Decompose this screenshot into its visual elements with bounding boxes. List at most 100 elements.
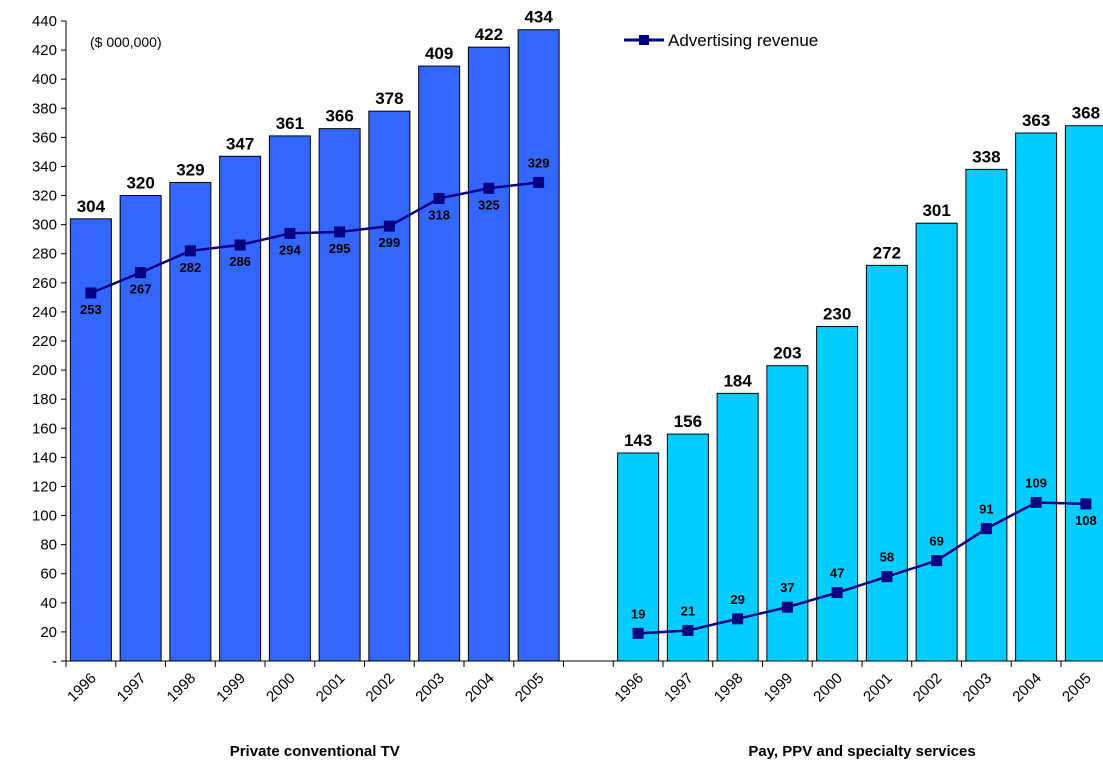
bar xyxy=(219,155,262,662)
x-tick-label: 1997 xyxy=(661,670,697,706)
line-value-label: 19 xyxy=(631,606,645,621)
bar-value-label: 361 xyxy=(276,114,304,133)
bar xyxy=(865,264,908,662)
bar-value-label: 230 xyxy=(823,304,851,323)
y-tick-label: 260 xyxy=(32,275,57,292)
bar xyxy=(666,433,709,662)
x-tick-label: 1996 xyxy=(64,670,100,706)
x-tick-label: 2003 xyxy=(960,670,996,706)
line-point xyxy=(433,192,445,204)
line-value-label: 21 xyxy=(681,603,695,618)
bar-value-label: 272 xyxy=(873,243,901,262)
y-tick-label: 60 xyxy=(40,566,57,583)
legend-label: Advertising revenue xyxy=(668,31,818,50)
bar xyxy=(368,110,411,662)
line-value-label: 267 xyxy=(130,282,152,297)
x-tick-label: 2000 xyxy=(263,670,299,706)
line-point xyxy=(632,627,644,639)
unit-note: ($ 000,000) xyxy=(90,34,162,50)
x-tick-label: 1999 xyxy=(761,670,797,706)
bar-value-label: 203 xyxy=(773,344,801,363)
x-tick-label: 2002 xyxy=(363,670,399,706)
x-tick-label: 1998 xyxy=(711,670,747,706)
x-tick-label: 1998 xyxy=(164,670,200,706)
bar-value-label: 304 xyxy=(77,197,106,216)
bar xyxy=(1064,125,1103,662)
y-tick-label: 160 xyxy=(32,420,57,437)
bar xyxy=(766,365,809,662)
y-tick-label: 380 xyxy=(32,100,57,117)
line-point xyxy=(135,267,147,279)
bar xyxy=(517,29,560,662)
bar-value-label: 329 xyxy=(176,160,204,179)
y-tick-label: 140 xyxy=(32,449,57,466)
data-labels: 304 320 329 347 361 366 378 409 422 434 253 267 282 2… xyxy=(77,8,1100,622)
line-point xyxy=(980,523,992,535)
bar-value-label: 422 xyxy=(475,25,503,44)
line-point xyxy=(781,601,793,613)
line-value-label: 329 xyxy=(528,155,550,170)
legend: Advertising revenue xyxy=(624,31,818,50)
line-value-label: 253 xyxy=(80,302,102,317)
bar-value-label: 347 xyxy=(226,134,254,153)
advertising-revenue-lines xyxy=(85,176,1092,639)
y-tick-label: 220 xyxy=(32,333,57,350)
bar-value-label: 378 xyxy=(375,89,403,108)
line-value-label: 325 xyxy=(478,197,500,212)
bar xyxy=(965,168,1008,662)
line-value-label: 109 xyxy=(1025,475,1047,490)
line-point xyxy=(483,182,495,194)
x-tick-label: 2005 xyxy=(1059,670,1095,706)
line-value-label: 58 xyxy=(880,550,894,565)
line-point xyxy=(831,587,843,599)
bar xyxy=(119,195,162,662)
line-value-label: 318 xyxy=(428,207,450,222)
bar-value-label: 338 xyxy=(972,147,1000,166)
group-label: Pay, PPV and specialty services xyxy=(748,743,975,760)
advertising-revenue-line xyxy=(90,181,539,295)
bar-value-label: 434 xyxy=(524,8,553,27)
x-tick-label: 2005 xyxy=(512,670,548,706)
line-value-label: 299 xyxy=(379,235,401,250)
x-tick-label: 2004 xyxy=(462,670,498,706)
line-point xyxy=(334,226,346,238)
line-value-label: 47 xyxy=(830,566,844,581)
x-tick-label: 2001 xyxy=(860,670,896,706)
bars xyxy=(69,29,1103,662)
line-value-label: 108 xyxy=(1075,513,1097,528)
x-tick-label: 2004 xyxy=(1009,670,1045,706)
bar-value-label: 368 xyxy=(1072,104,1100,123)
line-point xyxy=(1030,496,1042,508)
group-label: Private conventional TV xyxy=(230,743,400,760)
line-value-label: 29 xyxy=(730,592,744,607)
line-value-label: 295 xyxy=(329,241,351,256)
line-point xyxy=(682,624,694,636)
bar-value-label: 320 xyxy=(126,174,154,193)
y-tick-label: 120 xyxy=(32,478,57,495)
y-tick-label: 20 xyxy=(40,624,57,641)
y-tick-label: 300 xyxy=(32,217,57,234)
y-tick-label: - xyxy=(52,653,57,670)
line-value-label: 282 xyxy=(180,260,202,275)
bar-value-label: 156 xyxy=(674,412,702,431)
line-point xyxy=(85,287,97,299)
x-tick-label: 2003 xyxy=(412,670,448,706)
line-point xyxy=(732,613,744,625)
line-point xyxy=(234,239,246,251)
y-tick-label: 100 xyxy=(32,508,57,525)
y-tick-label: 180 xyxy=(32,391,57,408)
bar-value-label: 363 xyxy=(1022,111,1050,130)
y-tick-label: 240 xyxy=(32,304,57,321)
y-tick-label: 200 xyxy=(32,362,57,379)
bar-value-label: 143 xyxy=(624,431,652,450)
line-value-label: 91 xyxy=(979,502,993,517)
line-point xyxy=(1080,498,1092,510)
bar xyxy=(816,325,859,662)
y-tick-label: 420 xyxy=(32,42,57,59)
line-value-label: 37 xyxy=(780,580,794,595)
x-tick-label: 1996 xyxy=(611,670,647,706)
bar xyxy=(169,181,212,662)
line-point xyxy=(881,571,893,583)
bar xyxy=(418,65,461,662)
